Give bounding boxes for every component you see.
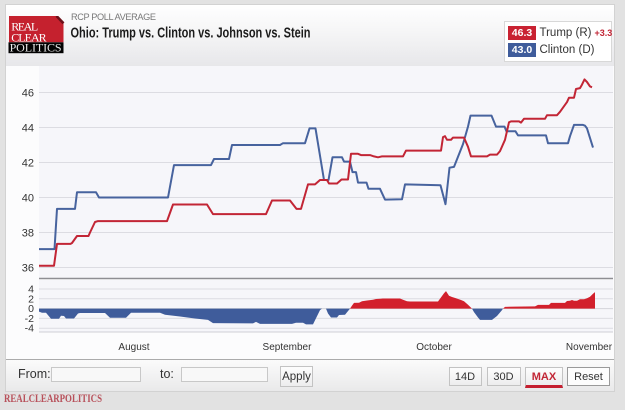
svg-text:REAL: REAL	[11, 19, 38, 33]
svg-text:-4: -4	[25, 323, 34, 335]
svg-text:CLEAR: CLEAR	[11, 30, 47, 44]
svg-text:36: 36	[22, 263, 34, 275]
svg-text:Ohio: Trump vs. Clinton vs. Jo: Ohio: Trump vs. Clinton vs. Johnson vs. …	[71, 25, 311, 41]
svg-text:2: 2	[28, 293, 34, 305]
svg-text:46: 46	[22, 88, 34, 100]
svg-text:38: 38	[22, 228, 34, 240]
svg-text:September: September	[263, 342, 313, 353]
svg-text:-2: -2	[25, 313, 34, 325]
svg-text:August: August	[118, 342, 149, 353]
svg-text:RCP POLL AVERAGE: RCP POLL AVERAGE	[71, 12, 156, 22]
svg-text:November: November	[566, 342, 613, 353]
svg-text:POLITICS: POLITICS	[10, 41, 62, 55]
svg-text:REALCLEARPOLITICS: REALCLEARPOLITICS	[4, 391, 102, 405]
svg-text:42: 42	[22, 158, 34, 170]
svg-text:October: October	[416, 342, 452, 353]
svg-text:4: 4	[28, 284, 34, 296]
svg-text:40: 40	[22, 193, 34, 205]
svg-text:0: 0	[28, 303, 34, 315]
svg-text:44: 44	[22, 123, 34, 135]
